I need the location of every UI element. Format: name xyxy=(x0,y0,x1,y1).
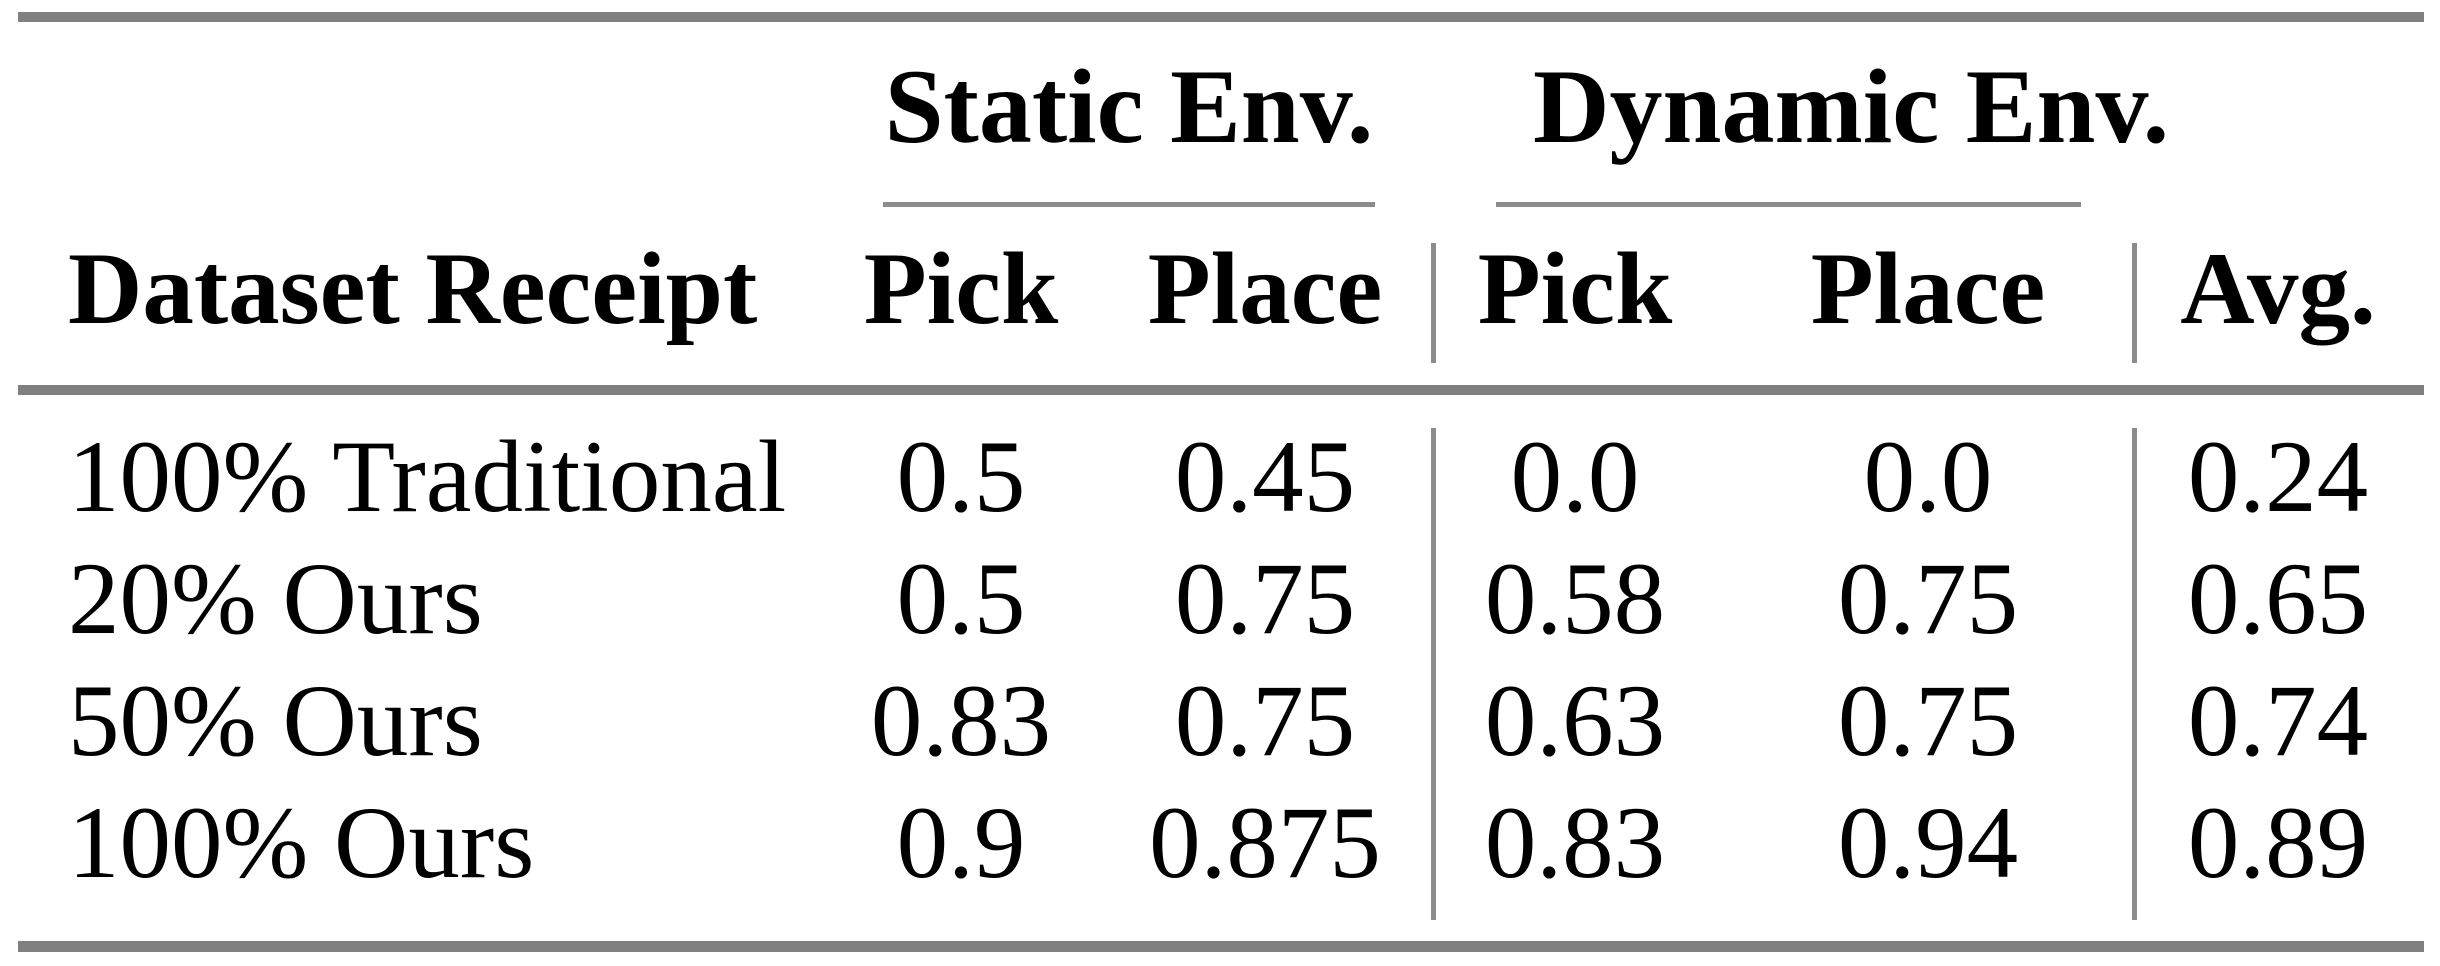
cell-dynamic-place: 0.0 xyxy=(1863,420,1993,534)
vertical-separator-dynamic-avg-header xyxy=(2132,243,2137,363)
cell-static-place: 0.45 xyxy=(1174,420,1356,534)
dynamic-env-cmidrule xyxy=(1496,202,2081,207)
col-header-static-pick: Pick xyxy=(863,232,1059,346)
cell-static-pick: 0.5 xyxy=(896,420,1026,534)
cell-avg: 0.24 xyxy=(2187,420,2369,534)
cell-avg: 0.74 xyxy=(2187,664,2369,778)
cell-dynamic-pick: 0.58 xyxy=(1484,542,1666,656)
cell-dynamic-pick: 0.0 xyxy=(1510,420,1640,534)
static-env-cmidrule xyxy=(883,202,1375,207)
row-label-100-ours: 100% Ours xyxy=(68,786,535,900)
table-top-rule xyxy=(18,12,2424,22)
cell-dynamic-place: 0.94 xyxy=(1837,786,2019,900)
cell-static-place: 0.75 xyxy=(1174,664,1356,778)
col-header-dynamic-pick: Pick xyxy=(1477,232,1673,346)
cell-static-pick: 0.9 xyxy=(896,786,1026,900)
col-header-static-place: Place xyxy=(1147,232,1383,346)
vertical-separator-static-dynamic-body xyxy=(1431,428,1436,920)
row-label-20-ours: 20% Ours xyxy=(68,542,483,656)
cell-dynamic-place: 0.75 xyxy=(1837,664,2019,778)
col-group-static-env: Static Env. xyxy=(884,48,1374,165)
cell-static-pick: 0.5 xyxy=(896,542,1026,656)
cell-dynamic-place: 0.75 xyxy=(1837,542,2019,656)
cell-dynamic-pick: 0.83 xyxy=(1484,786,1666,900)
table-bottom-rule xyxy=(18,941,2424,952)
vertical-separator-dynamic-avg-body xyxy=(2132,428,2137,920)
vertical-separator-static-dynamic-header xyxy=(1431,243,1436,363)
row-label-100-traditional: 100% Traditional xyxy=(68,420,787,534)
col-header-avg: Avg. xyxy=(2180,232,2376,346)
cell-static-place: 0.875 xyxy=(1149,786,1381,900)
row-label-50-ours: 50% Ours xyxy=(68,664,483,778)
col-header-dynamic-place: Place xyxy=(1810,232,2046,346)
cell-static-place: 0.75 xyxy=(1174,542,1356,656)
cell-avg: 0.65 xyxy=(2187,542,2369,656)
table-mid-rule xyxy=(18,385,2424,395)
cell-static-pick: 0.83 xyxy=(870,664,1052,778)
cell-avg: 0.89 xyxy=(2187,786,2369,900)
col-header-dataset-receipt: Dataset Receipt xyxy=(68,232,758,346)
col-group-dynamic-env: Dynamic Env. xyxy=(1533,48,2170,165)
cell-dynamic-pick: 0.63 xyxy=(1484,664,1666,778)
